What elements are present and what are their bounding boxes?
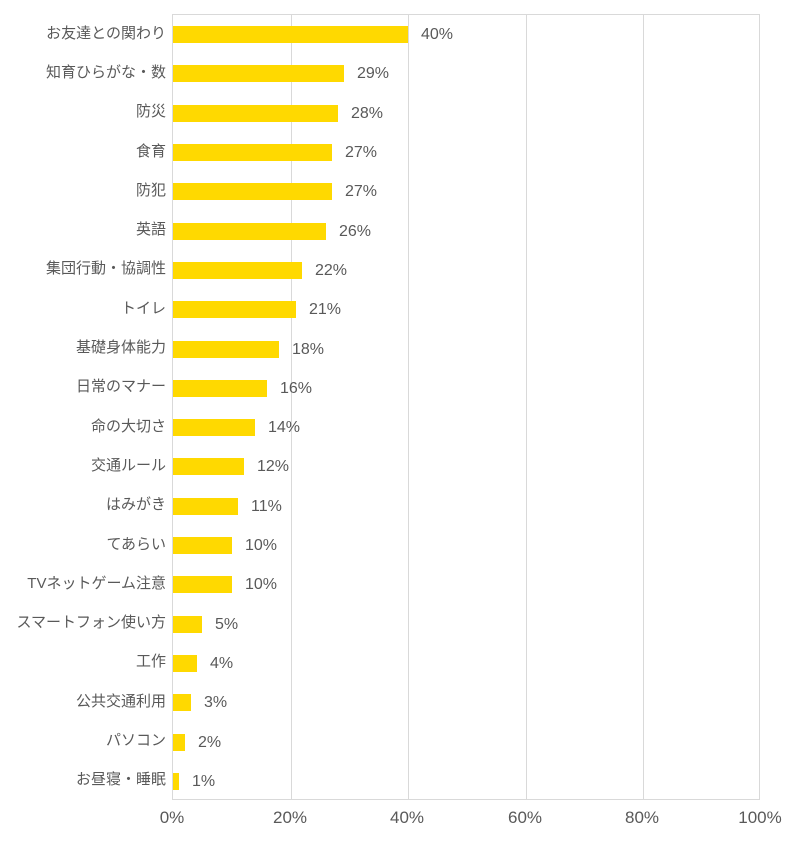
x-tick-label: 20% (272, 808, 308, 827)
bar (173, 576, 232, 593)
gridline-80% (643, 15, 644, 799)
plot-area: 40% 29% 28% 27% 27% 26% 22% 21% 18% 16% 14% 12% 11% 1… (172, 14, 760, 800)
data-label: 14% (268, 419, 301, 436)
x-tick-label: 80% (624, 808, 660, 827)
bar (173, 262, 302, 279)
category-label: 工作 (135, 653, 166, 670)
bar (173, 734, 185, 751)
category-label: お友達との関わり (46, 25, 166, 42)
bar (173, 458, 244, 475)
data-label: 27% (345, 183, 378, 200)
bar (173, 419, 255, 436)
bar (173, 183, 332, 200)
gridline-20% (291, 15, 292, 799)
data-label: 29% (357, 65, 390, 82)
data-label: 26% (339, 223, 372, 240)
gridline-40% (408, 15, 409, 799)
bar (173, 105, 338, 122)
category-label: はみがき (105, 496, 166, 513)
data-label: 3% (204, 694, 228, 711)
data-label: 27% (345, 144, 378, 161)
data-label: 22% (315, 262, 348, 279)
bar (173, 773, 179, 790)
data-label: 11% (251, 498, 282, 515)
bar (173, 301, 296, 318)
data-label: 1% (192, 773, 216, 790)
data-label: 2% (198, 734, 222, 751)
category-label: 日常のマナー (75, 378, 166, 395)
data-label: 12% (257, 458, 290, 475)
category-label: 防災 (135, 103, 166, 120)
category-label: お昼寝・睡眠 (75, 771, 166, 788)
data-label: 18% (292, 341, 325, 358)
category-label: 知育ひらがな・数 (45, 64, 166, 81)
bar (173, 26, 408, 43)
category-label: TVネットゲーム注意 (27, 575, 166, 592)
data-label: 10% (245, 537, 278, 554)
category-label: 公共交通利用 (75, 693, 166, 710)
category-label: てあらい (106, 536, 166, 553)
data-label: 5% (215, 616, 239, 633)
data-label: 28% (351, 105, 384, 122)
x-tick-label: 100% (738, 808, 782, 827)
x-tick-label: 40% (389, 808, 425, 827)
x-tick-label: 60% (507, 808, 543, 827)
category-label: トイレ (120, 300, 166, 317)
bar (173, 223, 326, 240)
bar (173, 341, 279, 358)
bar (173, 616, 202, 633)
category-label: 交通ルール (90, 457, 166, 474)
data-label: 40% (421, 26, 454, 43)
bar (173, 144, 332, 161)
data-label: 21% (309, 301, 342, 318)
bar (173, 694, 191, 711)
gridline-60% (526, 15, 527, 799)
category-label: 集団行動・協調性 (45, 260, 166, 277)
data-label: 10% (245, 576, 278, 593)
category-label: パソコン (105, 732, 166, 749)
x-tick-label: 0% (159, 808, 185, 827)
bar (173, 498, 238, 515)
category-label: 食育 (135, 143, 166, 160)
category-label: 防犯 (135, 182, 166, 199)
data-label: 16% (280, 380, 313, 397)
bar (173, 537, 232, 554)
bar (173, 65, 344, 82)
category-label: 英語 (135, 221, 166, 238)
category-label: 基礎身体能力 (75, 339, 166, 356)
category-label: スマートフォン使い方 (16, 614, 166, 631)
data-label: 4% (210, 655, 234, 672)
bar (173, 380, 267, 397)
category-label: 命の大切さ (90, 418, 166, 435)
bar (173, 655, 197, 672)
